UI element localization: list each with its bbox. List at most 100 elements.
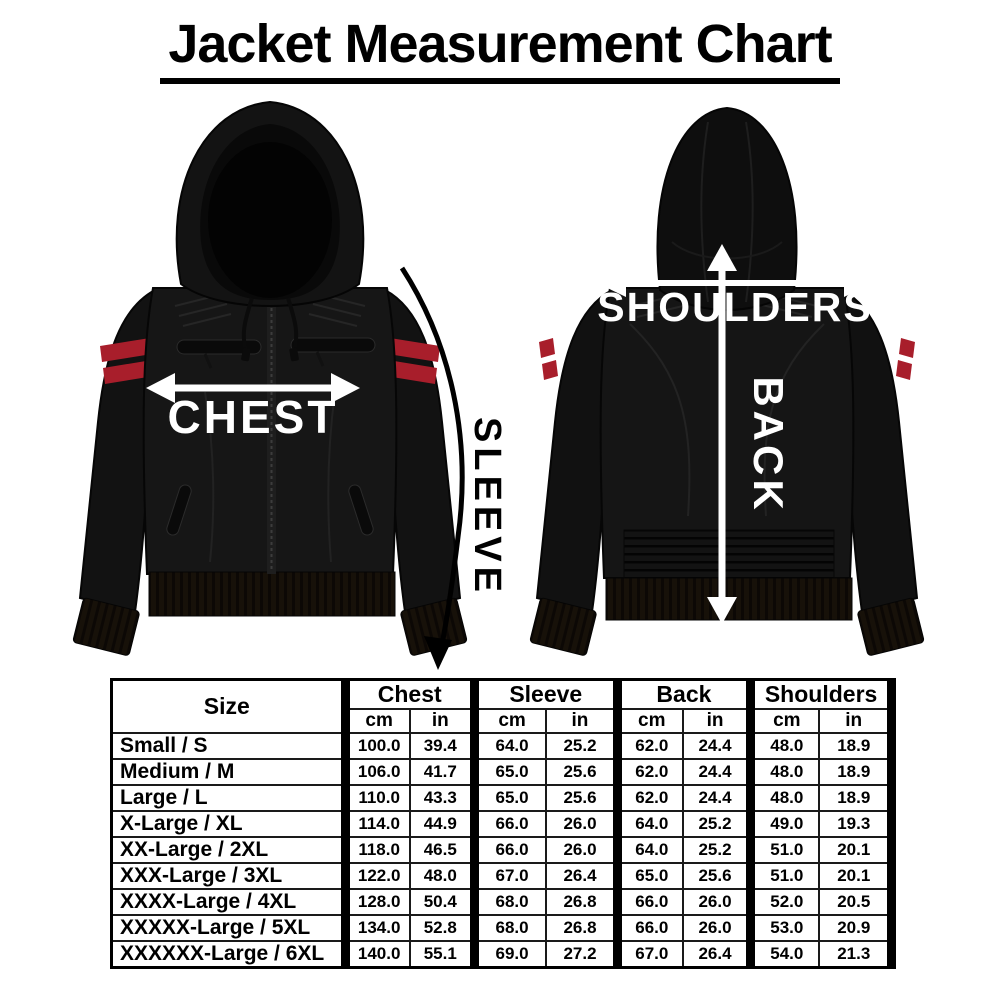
shoulders-cm-cell: 48.0 bbox=[746, 758, 821, 786]
shoulders-cm-cell: 49.0 bbox=[746, 810, 821, 838]
table-row: XXXXXX-Large / 6XL 140.0 55.1 69.0 27.2 … bbox=[110, 940, 897, 969]
chest-cm-cell: 122.0 bbox=[340, 862, 411, 890]
chest-cm-cell: 100.0 bbox=[340, 732, 411, 760]
back-in-cell: 24.4 bbox=[681, 732, 752, 760]
back-quilted-panel bbox=[623, 529, 835, 579]
unit-header-cm: cm bbox=[746, 708, 821, 734]
sleeve-in-cell: 26.0 bbox=[545, 810, 619, 838]
size-cell: XXXX-Large / 4XL bbox=[110, 888, 347, 916]
back-cm-cell: 66.0 bbox=[612, 888, 684, 916]
shoulders-in-cell: 18.9 bbox=[818, 784, 897, 812]
back-in-cell: 25.2 bbox=[681, 836, 752, 864]
size-cell: XX-Large / 2XL bbox=[110, 836, 347, 864]
unit-header-in: in bbox=[681, 708, 752, 734]
sleeve-cm-cell: 69.0 bbox=[469, 940, 548, 969]
sleeve-in-cell: 27.2 bbox=[545, 940, 619, 969]
sleeve-cm-cell: 68.0 bbox=[469, 914, 548, 942]
sleeve-cm-cell: 65.0 bbox=[469, 758, 548, 786]
table-row: Large / L 110.0 43.3 65.0 25.6 62.0 24.4… bbox=[110, 784, 897, 812]
shoulders-in-cell: 20.1 bbox=[818, 836, 897, 864]
shoulders-cm-cell: 52.0 bbox=[746, 888, 821, 916]
measurement-figure: CHEST SLEEVE SHOULDERS BACK bbox=[0, 92, 1000, 678]
shoulders-in-cell: 18.9 bbox=[818, 732, 897, 760]
chest-in-cell: 39.4 bbox=[408, 732, 476, 760]
back-cm-cell: 65.0 bbox=[612, 862, 684, 890]
unit-header-in: in bbox=[408, 708, 476, 734]
back-in-cell: 26.0 bbox=[681, 888, 752, 916]
back-in-cell: 25.2 bbox=[681, 810, 752, 838]
shoulders-cm-cell: 53.0 bbox=[746, 914, 821, 942]
table-row: XXX-Large / 3XL 122.0 48.0 67.0 26.4 65.… bbox=[110, 862, 897, 890]
size-column-header: Size bbox=[110, 678, 347, 734]
back-cm-cell: 64.0 bbox=[612, 810, 684, 838]
page-title: Jacket Measurement Chart bbox=[160, 16, 840, 84]
shoulders-in-cell: 20.1 bbox=[818, 862, 897, 890]
sleeve-column-header: Sleeve bbox=[469, 678, 619, 710]
back-cm-cell: 62.0 bbox=[612, 784, 684, 812]
sleeve-in-cell: 25.6 bbox=[545, 784, 619, 812]
back-in-cell: 24.4 bbox=[681, 758, 752, 786]
sleeve-cm-cell: 68.0 bbox=[469, 888, 548, 916]
table-header: Size Chest Sleeve Back Shoulders cm in c… bbox=[110, 678, 897, 734]
table-row: XXXXX-Large / 5XL 134.0 52.8 68.0 26.8 6… bbox=[110, 914, 897, 942]
size-cell: Small / S bbox=[110, 732, 347, 760]
shoulders-cm-cell: 51.0 bbox=[746, 862, 821, 890]
size-cell: XXXXX-Large / 5XL bbox=[110, 914, 347, 942]
size-cell: Medium / M bbox=[110, 758, 347, 786]
jacket-back-image bbox=[529, 106, 925, 656]
chest-in-cell: 44.9 bbox=[408, 810, 476, 838]
back-in-cell: 24.4 bbox=[681, 784, 752, 812]
sleeve-cm-cell: 64.0 bbox=[469, 732, 548, 760]
size-cell: X-Large / XL bbox=[110, 810, 347, 838]
chest-in-cell: 55.1 bbox=[408, 940, 476, 969]
back-column-header: Back bbox=[612, 678, 752, 710]
back-in-cell: 25.6 bbox=[681, 862, 752, 890]
shoulders-cm-cell: 54.0 bbox=[746, 940, 821, 969]
chest-cm-cell: 134.0 bbox=[340, 914, 411, 942]
sleeve-cm-cell: 66.0 bbox=[469, 836, 548, 864]
shoulders-in-cell: 21.3 bbox=[818, 940, 897, 969]
chest-cm-cell: 114.0 bbox=[340, 810, 411, 838]
table-row: XX-Large / 2XL 118.0 46.5 66.0 26.0 64.0… bbox=[110, 836, 897, 864]
sleeve-in-cell: 26.8 bbox=[545, 888, 619, 916]
unit-header-cm: cm bbox=[612, 708, 684, 734]
unit-header-in: in bbox=[545, 708, 619, 734]
chest-in-cell: 48.0 bbox=[408, 862, 476, 890]
unit-header-cm: cm bbox=[340, 708, 411, 734]
sleeve-in-cell: 25.2 bbox=[545, 732, 619, 760]
shoulders-in-cell: 19.3 bbox=[818, 810, 897, 838]
chest-in-cell: 52.8 bbox=[408, 914, 476, 942]
shoulders-in-cell: 18.9 bbox=[818, 758, 897, 786]
chest-cm-cell: 118.0 bbox=[340, 836, 411, 864]
back-sleeve-stripes bbox=[539, 338, 915, 380]
sleeve-in-cell: 25.6 bbox=[545, 758, 619, 786]
chest-cm-cell: 140.0 bbox=[340, 940, 411, 969]
back-cm-cell: 67.0 bbox=[612, 940, 684, 969]
sleeve-in-cell: 26.0 bbox=[545, 836, 619, 864]
back-cm-cell: 62.0 bbox=[612, 758, 684, 786]
table-row: X-Large / XL 114.0 44.9 66.0 26.0 64.0 2… bbox=[110, 810, 897, 838]
table-row: Medium / M 106.0 41.7 65.0 25.6 62.0 24.… bbox=[110, 758, 897, 786]
chest-cm-cell: 128.0 bbox=[340, 888, 411, 916]
shoulders-in-cell: 20.9 bbox=[818, 914, 897, 942]
back-in-cell: 26.0 bbox=[681, 914, 752, 942]
sleeve-cm-cell: 67.0 bbox=[469, 862, 548, 890]
shoulders-cm-cell: 51.0 bbox=[746, 836, 821, 864]
unit-header-in: in bbox=[818, 708, 897, 734]
jacket-front-image bbox=[72, 100, 468, 656]
back-cm-cell: 64.0 bbox=[612, 836, 684, 864]
table-row: XXXX-Large / 4XL 128.0 50.4 68.0 26.8 66… bbox=[110, 888, 897, 916]
shoulders-in-cell: 20.5 bbox=[818, 888, 897, 916]
size-cell: Large / L bbox=[110, 784, 347, 812]
size-cell: XXXXXX-Large / 6XL bbox=[110, 940, 347, 969]
chest-in-cell: 46.5 bbox=[408, 836, 476, 864]
sleeve-cm-cell: 65.0 bbox=[469, 784, 548, 812]
sleeve-in-cell: 26.4 bbox=[545, 862, 619, 890]
back-cm-cell: 66.0 bbox=[612, 914, 684, 942]
chest-column-header: Chest bbox=[340, 678, 476, 710]
sleeve-cm-cell: 66.0 bbox=[469, 810, 548, 838]
measurement-table: Size Chest Sleeve Back Shoulders cm in c… bbox=[110, 678, 897, 969]
sleeve-in-cell: 26.8 bbox=[545, 914, 619, 942]
size-cell: XXX-Large / 3XL bbox=[110, 862, 347, 890]
